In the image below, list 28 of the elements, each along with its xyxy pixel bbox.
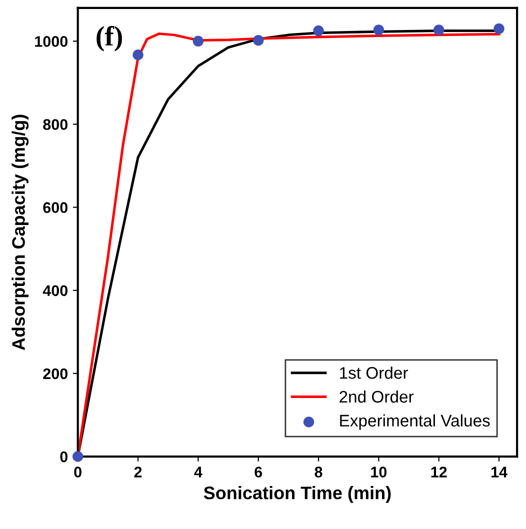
x-tick-label: 6 xyxy=(254,466,262,478)
x-tick-label: 2 xyxy=(134,466,142,478)
x-tick-label: 0 xyxy=(74,466,82,478)
point xyxy=(433,24,444,36)
legend-label: 1st Order xyxy=(340,366,408,379)
y-axis-title: Adsorption Capacity (mg/g) xyxy=(12,114,29,350)
legend-label: Experimental Values xyxy=(340,414,490,430)
x-axis-title: Sonication Time (min) xyxy=(204,486,391,503)
x-tick-label: 14 xyxy=(491,466,508,478)
legend-label: 2nd Order xyxy=(340,390,414,403)
point xyxy=(373,24,384,36)
x-tick-label: 10 xyxy=(371,466,387,478)
y-tick-label: 1000 xyxy=(35,36,68,47)
x-tick-label: 4 xyxy=(194,466,202,478)
y-tick-label: 800 xyxy=(43,119,68,130)
annotation: (f) xyxy=(96,26,122,52)
y-tick-label: 400 xyxy=(42,285,68,296)
point xyxy=(132,50,144,60)
y-tick-label: 600 xyxy=(43,202,68,213)
point xyxy=(192,36,204,47)
point xyxy=(494,23,504,34)
point xyxy=(72,451,84,462)
x-tick-label: 8 xyxy=(314,466,322,478)
x-tick-label: 12 xyxy=(431,466,447,478)
point xyxy=(313,25,324,36)
y-tick-label: 200 xyxy=(43,368,68,380)
point xyxy=(252,34,264,46)
y-tick-label: 0 xyxy=(60,451,68,462)
